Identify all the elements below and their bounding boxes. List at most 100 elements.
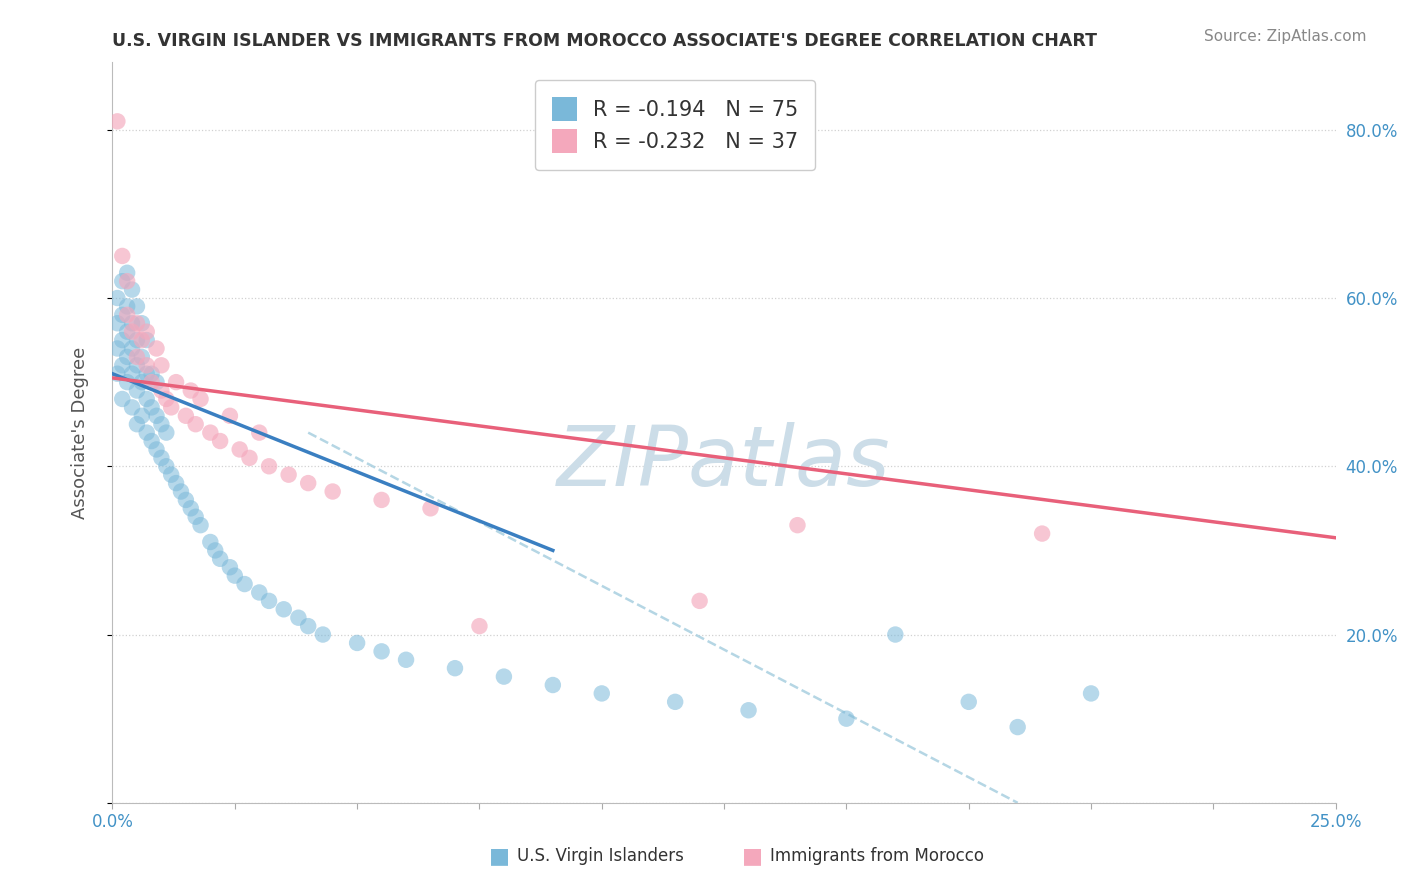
Point bbox=[131, 316, 153, 330]
Point bbox=[170, 484, 193, 499]
Point bbox=[105, 342, 128, 356]
Point bbox=[131, 409, 153, 423]
Point bbox=[111, 249, 134, 263]
Point bbox=[297, 476, 319, 491]
Point bbox=[125, 300, 148, 314]
Point bbox=[155, 392, 177, 406]
Point bbox=[835, 712, 858, 726]
Point bbox=[135, 425, 157, 440]
Text: Source: ZipAtlas.com: Source: ZipAtlas.com bbox=[1204, 29, 1367, 44]
Point bbox=[135, 367, 157, 381]
Point bbox=[884, 627, 907, 641]
Point bbox=[160, 467, 183, 482]
Point bbox=[145, 342, 167, 356]
Point bbox=[200, 535, 222, 549]
Point bbox=[277, 467, 299, 482]
Point bbox=[135, 325, 157, 339]
Point bbox=[224, 568, 246, 582]
Point bbox=[131, 350, 153, 364]
Point bbox=[115, 325, 138, 339]
Point bbox=[209, 434, 232, 448]
Point bbox=[141, 401, 163, 415]
Point bbox=[105, 114, 128, 128]
Point bbox=[131, 375, 153, 389]
Point bbox=[135, 392, 157, 406]
Point bbox=[111, 359, 134, 373]
Point bbox=[105, 316, 128, 330]
Point bbox=[786, 518, 808, 533]
Point bbox=[111, 274, 134, 288]
Point bbox=[150, 359, 173, 373]
Point bbox=[287, 610, 309, 624]
Point bbox=[165, 375, 187, 389]
Point bbox=[209, 551, 232, 566]
Point bbox=[141, 375, 163, 389]
Point bbox=[257, 594, 280, 608]
Point bbox=[370, 644, 392, 658]
Point bbox=[370, 492, 392, 507]
Point bbox=[121, 342, 143, 356]
Point bbox=[541, 678, 564, 692]
Point bbox=[346, 636, 368, 650]
Point bbox=[468, 619, 491, 633]
Point bbox=[238, 450, 260, 465]
Point bbox=[105, 291, 128, 305]
Point bbox=[141, 367, 163, 381]
Point bbox=[200, 425, 222, 440]
Point bbox=[115, 375, 138, 389]
Point bbox=[135, 333, 157, 347]
Point bbox=[141, 434, 163, 448]
Point bbox=[145, 409, 167, 423]
Point bbox=[419, 501, 441, 516]
Point bbox=[273, 602, 295, 616]
Point bbox=[150, 384, 173, 398]
Point bbox=[174, 409, 197, 423]
Point bbox=[155, 425, 177, 440]
Text: ZIPatlas: ZIPatlas bbox=[557, 422, 891, 503]
Point bbox=[105, 367, 128, 381]
Text: ■: ■ bbox=[489, 847, 509, 866]
Point bbox=[1080, 686, 1102, 700]
Point bbox=[145, 375, 167, 389]
Point bbox=[115, 350, 138, 364]
Point bbox=[233, 577, 256, 591]
Point bbox=[184, 509, 207, 524]
Point bbox=[247, 585, 270, 599]
Point bbox=[125, 333, 148, 347]
Point bbox=[131, 333, 153, 347]
Point bbox=[174, 492, 197, 507]
Point bbox=[125, 384, 148, 398]
Point bbox=[111, 333, 134, 347]
Point bbox=[190, 518, 212, 533]
Point bbox=[664, 695, 686, 709]
Text: Immigrants from Morocco: Immigrants from Morocco bbox=[770, 847, 984, 865]
Text: U.S. Virgin Islanders: U.S. Virgin Islanders bbox=[517, 847, 685, 865]
Point bbox=[492, 670, 515, 684]
Point bbox=[111, 392, 134, 406]
Point bbox=[180, 384, 202, 398]
Point bbox=[111, 308, 134, 322]
Point bbox=[228, 442, 250, 457]
Point bbox=[135, 359, 157, 373]
Legend: R = -0.194   N = 75, R = -0.232   N = 37: R = -0.194 N = 75, R = -0.232 N = 37 bbox=[536, 80, 815, 170]
Point bbox=[115, 274, 138, 288]
Point bbox=[125, 359, 148, 373]
Point bbox=[219, 409, 242, 423]
Point bbox=[160, 401, 183, 415]
Point bbox=[121, 283, 143, 297]
Point bbox=[155, 459, 177, 474]
Point bbox=[190, 392, 212, 406]
Point bbox=[322, 484, 344, 499]
Point bbox=[312, 627, 335, 641]
Point bbox=[184, 417, 207, 432]
Point bbox=[957, 695, 980, 709]
Point bbox=[150, 450, 173, 465]
Point bbox=[297, 619, 319, 633]
Point bbox=[150, 417, 173, 432]
Point bbox=[125, 417, 148, 432]
Point bbox=[121, 401, 143, 415]
Point bbox=[204, 543, 226, 558]
Point bbox=[115, 300, 138, 314]
Point bbox=[125, 316, 148, 330]
Point bbox=[444, 661, 467, 675]
